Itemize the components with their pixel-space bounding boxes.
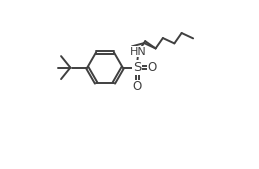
Text: HN: HN	[130, 46, 146, 57]
Text: O: O	[133, 80, 142, 93]
Text: S: S	[133, 61, 141, 74]
Text: O: O	[147, 61, 156, 74]
